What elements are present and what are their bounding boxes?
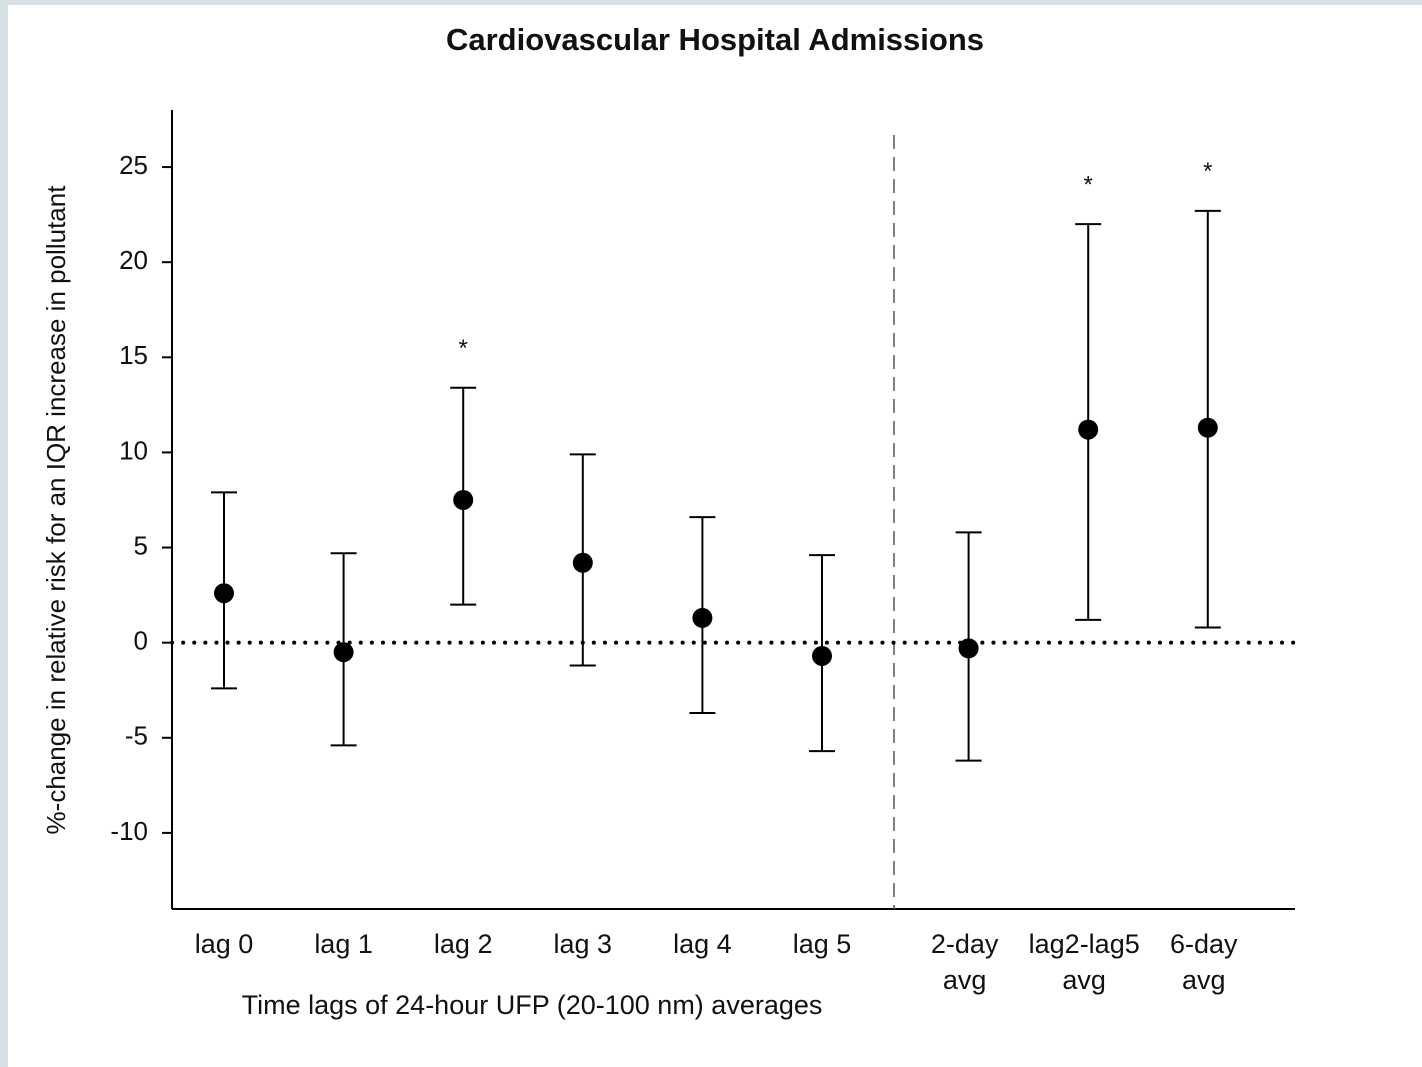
point bbox=[1078, 419, 1099, 440]
point bbox=[692, 607, 713, 628]
x-tick-label: lag 0 bbox=[194, 929, 254, 959]
point bbox=[958, 638, 979, 659]
panel bbox=[8, 5, 1422, 1067]
x-tick-label: 2-day avg bbox=[930, 929, 999, 995]
y-axis-label: %-change in relative risk for an IQR inc… bbox=[41, 185, 71, 835]
y-tick-label: -5 bbox=[125, 721, 148, 751]
chart-title: Cardiovascular Hospital Admissions bbox=[446, 22, 984, 57]
point bbox=[812, 645, 832, 666]
y-tick-label: -10 bbox=[110, 816, 148, 846]
y-tick-label: 10 bbox=[119, 435, 148, 465]
x-tick-label: 6-day avg bbox=[1170, 929, 1238, 995]
x-tick-label: lag 3 bbox=[553, 929, 613, 959]
y-tick-label: 20 bbox=[119, 245, 148, 275]
x-tick-label: lag 1 bbox=[314, 929, 373, 959]
point bbox=[333, 642, 354, 663]
point bbox=[1197, 417, 1218, 438]
x-axis-label: Time lags of 24-hour UFP (20-100 nm) ave… bbox=[242, 990, 823, 1020]
x-tick-label: lag 5 bbox=[792, 929, 852, 959]
point bbox=[453, 489, 474, 510]
y-tick-label: 15 bbox=[119, 340, 148, 370]
y-tick-label: 0 bbox=[134, 626, 148, 656]
significance-marker: * bbox=[1084, 171, 1093, 198]
y-tick-label: 5 bbox=[134, 530, 148, 560]
significance-marker: * bbox=[1203, 158, 1212, 185]
x-tick-label: lag2-lag5 avg bbox=[1028, 929, 1140, 995]
y-tick-label: 25 bbox=[119, 150, 148, 180]
x-tick-label: lag 2 bbox=[433, 929, 493, 959]
significance-marker: * bbox=[459, 335, 468, 362]
x-tick-label: lag 4 bbox=[673, 929, 732, 959]
point bbox=[214, 583, 234, 604]
point bbox=[572, 552, 593, 573]
